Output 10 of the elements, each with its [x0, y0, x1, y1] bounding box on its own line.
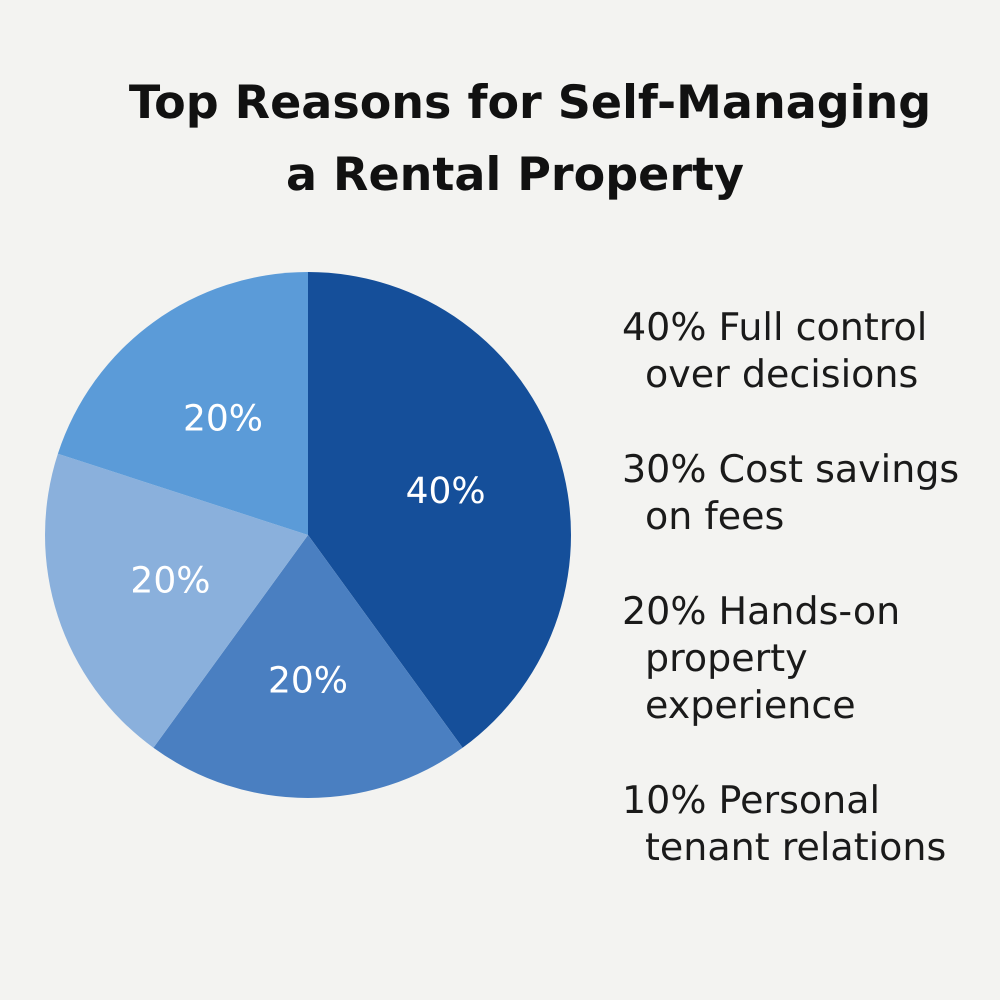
data-label: 20% [268, 660, 348, 702]
data-label: 20% [130, 560, 210, 602]
data-label: 20% [182, 398, 263, 440]
chart-title: Top Reasons for Self-Managing a Rental Property [128, 75, 932, 201]
text: 10% Personal tenant relations [622, 778, 946, 869]
pie-slice [58, 272, 308, 535]
data-label: 40% [406, 470, 486, 512]
text: 20% Hands-on property experience [622, 589, 900, 727]
text: 40% Full control over decisions [622, 305, 928, 396]
text: 30% Cost savings on fees [622, 447, 960, 538]
